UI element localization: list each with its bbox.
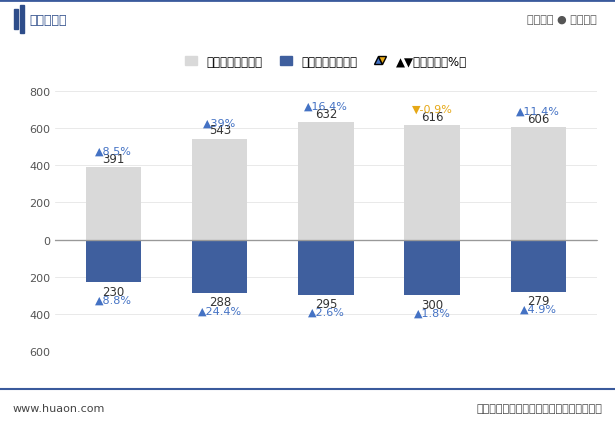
- Bar: [510, 240, 566, 292]
- Bar: [192, 240, 247, 294]
- Text: 300: 300: [421, 298, 443, 311]
- Text: www.huaon.com: www.huaon.com: [12, 403, 105, 413]
- Bar: [20, 6, 24, 35]
- Text: ▲16.4%: ▲16.4%: [304, 102, 348, 112]
- Text: 279: 279: [527, 294, 549, 307]
- Bar: [298, 240, 354, 295]
- Text: 295: 295: [315, 297, 337, 310]
- Bar: [405, 240, 459, 296]
- Text: 2020-2024年11月湖北省商品收发货人所在地进、出口额: 2020-2024年11月湖北省商品收发货人所在地进、出口额: [139, 53, 476, 71]
- Text: ▲11.4%: ▲11.4%: [516, 106, 560, 116]
- Text: 华经情报网: 华经情报网: [30, 14, 67, 27]
- Bar: [298, 123, 354, 240]
- Text: ▲39%: ▲39%: [203, 118, 236, 128]
- Text: ▲24.4%: ▲24.4%: [198, 305, 242, 316]
- Bar: [14, 10, 18, 30]
- Text: ▼-0.9%: ▼-0.9%: [411, 105, 453, 115]
- Text: 230: 230: [103, 285, 125, 298]
- Text: 288: 288: [208, 296, 231, 309]
- Bar: [405, 126, 459, 240]
- Text: 543: 543: [208, 124, 231, 137]
- Bar: [86, 240, 141, 283]
- Text: 数据来源：中国海关，华经产业研究院整理: 数据来源：中国海关，华经产业研究院整理: [477, 403, 603, 413]
- Text: 616: 616: [421, 110, 443, 124]
- Text: ▲1.8%: ▲1.8%: [414, 308, 451, 318]
- Bar: [86, 167, 141, 240]
- Text: 606: 606: [527, 112, 549, 125]
- Text: 391: 391: [103, 153, 125, 165]
- Text: ▲8.8%: ▲8.8%: [95, 295, 132, 305]
- Text: ▲2.6%: ▲2.6%: [308, 307, 344, 317]
- Text: ▲4.9%: ▲4.9%: [520, 304, 557, 314]
- Bar: [510, 128, 566, 240]
- Text: ▲8.5%: ▲8.5%: [95, 147, 132, 156]
- Bar: [192, 139, 247, 240]
- Text: 专业严谨 ● 客观科学: 专业严谨 ● 客观科学: [527, 15, 597, 25]
- Legend: 出口额（亿美元）, 进口额（亿美元）, ▲▼同比增长（%）: 出口额（亿美元）, 进口额（亿美元）, ▲▼同比增长（%）: [180, 51, 472, 73]
- Text: 632: 632: [315, 108, 337, 121]
